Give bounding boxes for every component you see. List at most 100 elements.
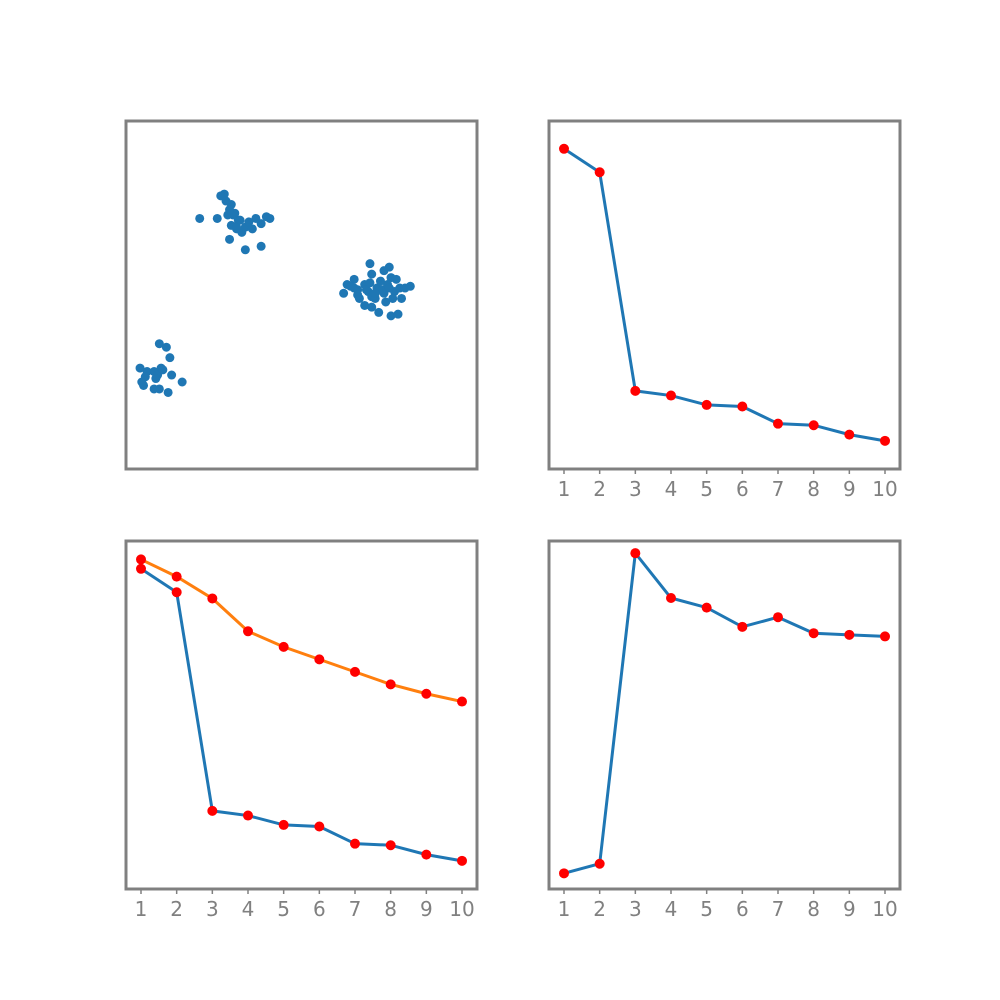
data-point [385,840,396,851]
scatter-point [379,266,389,276]
x-tick-label: 1 [558,477,571,501]
scatter-panel [124,119,479,471]
scatter-point [247,224,257,234]
scatter-point [225,205,235,215]
series-line [563,147,886,443]
x-tick-label: 10 [872,477,897,501]
scatter-point [137,377,147,387]
x-tick-label: 2 [593,477,606,501]
scatter-point [212,213,222,223]
data-point [243,810,253,821]
data-point [666,593,676,604]
x-tick-label: 5 [700,897,713,921]
scatter-point [221,196,231,206]
data-point [737,621,748,632]
x-tick-label: 10 [872,897,897,921]
data-point [421,688,432,699]
scatter-point [251,213,261,223]
line-panel-bottom-right: 1 2 3 4 5 6 7 8 9 10 [547,539,902,921]
data-point [559,868,569,879]
plot-frame [124,539,479,891]
x-tick-label: 6 [736,897,749,921]
scatter-point [339,288,349,298]
x-tick-label: 7 [772,477,785,501]
x-tick-label: 3 [206,897,219,921]
scatter-point [374,307,384,317]
scatter-point [386,311,396,321]
scatter-point [232,222,242,232]
scatter-point [361,285,371,295]
data-point [207,805,218,816]
scatter-point [158,365,168,375]
x-tick-label: 9 [420,897,433,921]
x-tick-label: 10 [449,897,474,921]
series-line [140,567,463,863]
data-point [844,429,855,440]
x-tick-label: 1 [135,897,148,921]
scatter-point [135,363,145,373]
data-point [457,855,467,866]
x-tick-label: 2 [170,897,183,921]
data-point [737,401,748,412]
x-tick-label: 9 [843,897,856,921]
data-point [773,612,783,623]
data-point [630,385,641,396]
scatter-point [397,293,407,303]
line-panel-top-right: 1 2 3 4 5 6 7 8 9 10 [547,119,902,501]
x-tick-label: 1 [558,897,571,921]
scatter-point [365,259,375,269]
data-point [630,548,641,559]
scatter-point [405,281,415,291]
data-point [457,696,467,707]
data-point [844,629,855,640]
x-tick-label: 7 [349,897,362,921]
scatter-point [161,342,171,352]
scatter-point [384,283,394,293]
x-tick-label: 6 [736,477,749,501]
data-point [278,641,289,652]
data-point [701,602,712,613]
x-tick-label: 4 [242,897,255,921]
plot-frame [547,119,902,471]
data-point [666,390,676,401]
data-point [243,626,253,637]
data-point [314,654,325,665]
scatter-point [346,281,356,291]
scatter-point [360,300,370,310]
data-point [350,666,360,677]
x-tick-label: 7 [772,897,785,921]
x-tick-label: 4 [665,897,678,921]
x-tick-label: 2 [593,897,606,921]
x-tick-label: 8 [384,897,397,921]
data-point [136,554,146,565]
x-tick-label: 6 [313,897,326,921]
scatter-point [367,302,377,312]
data-point [773,418,783,429]
x-tick-label: 4 [665,477,678,501]
plot-frame [124,119,479,471]
scatter-point [393,309,403,319]
data-point [136,563,146,574]
scatter-point [195,213,205,223]
scatter-point [367,269,377,279]
data-point [808,420,819,431]
x-tick-label: 3 [629,897,642,921]
data-point [278,819,289,830]
scatter-point [235,215,245,225]
x-tick-label: 5 [277,897,290,921]
scatter-point [256,241,266,251]
scatter-point [225,234,235,244]
scatter-point [261,212,271,222]
series-line [563,549,886,875]
data-point [207,593,218,604]
plot-frame [547,539,902,891]
data-point [559,143,569,154]
scatter-point [154,339,164,349]
scatter-point [381,297,391,307]
x-tick-label: 8 [807,897,820,921]
data-point [350,838,360,849]
x-tick-label: 3 [629,477,642,501]
scatter-point [349,274,359,284]
line-panel-bottom-left: 1 2 3 4 5 6 7 8 9 10 [124,539,479,921]
